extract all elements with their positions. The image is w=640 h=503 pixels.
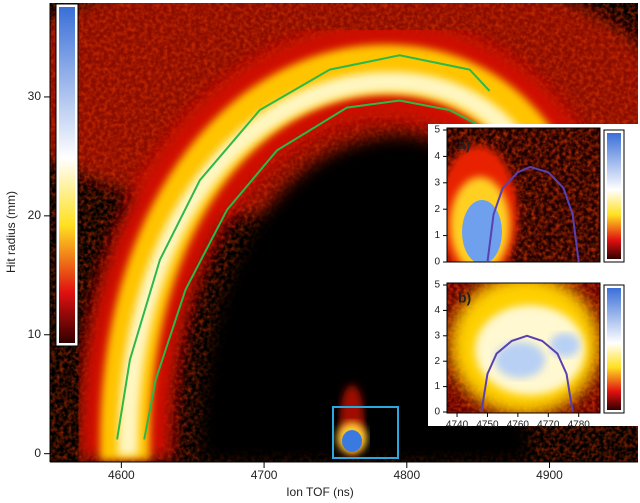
- y-tick-label: 0: [434, 407, 440, 418]
- model-curve: [143, 99, 481, 440]
- y-tick-label: 2: [434, 356, 440, 367]
- inset-b: b) 4740 4750 4760 4770 4780 0 1 2 3 4 5: [434, 280, 601, 431]
- y-tick-label: 1: [434, 230, 440, 241]
- colorbar-a: [607, 133, 621, 259]
- x-tick-label: 4800: [393, 468, 420, 482]
- y-tick-label: 10: [28, 327, 42, 341]
- curves: [480, 334, 574, 413]
- y-tick-label: 4: [434, 151, 440, 162]
- inset-label: a): [458, 137, 470, 153]
- x-tick-label: 4760: [507, 420, 530, 431]
- y-tick-label: 5: [434, 280, 440, 291]
- model-curve: [480, 334, 574, 413]
- y-tick-label: 0: [34, 446, 41, 460]
- y-tick-label: 2: [434, 204, 440, 215]
- y-tick-label: 30: [28, 89, 42, 103]
- y-tick-label: 1: [434, 381, 440, 392]
- main-axes: Ion TOF (ns) Hit radius (mm) 4600 4700 480…: [4, 3, 638, 499]
- x-tick-label: 4780: [568, 420, 591, 431]
- x-axis-label: Ion TOF (ns): [286, 485, 354, 499]
- x-tick-label: 4600: [108, 468, 135, 482]
- model-curve: [116, 54, 491, 440]
- inset-a: a) 0 1 2 3 4 5: [434, 125, 601, 268]
- colorbar-b: [607, 288, 621, 410]
- y-tick-label: 0: [434, 257, 440, 268]
- curves: [486, 165, 580, 262]
- y-axis-label: Hit radius (mm): [4, 191, 18, 273]
- y-tick-label: 20: [28, 208, 42, 222]
- x-tick-label: 4700: [251, 468, 278, 482]
- x-tick-label: 4740: [446, 420, 469, 431]
- x-tick-label: 4900: [536, 468, 563, 482]
- y-tick-label: 3: [434, 330, 440, 341]
- curves: [116, 54, 491, 440]
- y-tick-label: 5: [434, 125, 440, 136]
- y-tick-label: 3: [434, 177, 440, 188]
- inset-label: b): [458, 290, 471, 306]
- inset-a-heatmap: [447, 128, 600, 262]
- x-tick-label: 4770: [537, 420, 560, 431]
- x-tick-label: 4750: [476, 420, 499, 431]
- highlight-box: [332, 406, 399, 459]
- inset-b-heatmap: [447, 283, 600, 413]
- y-tick-label: 4: [434, 305, 440, 316]
- colorbar: [59, 7, 75, 343]
- model-curve: [486, 165, 580, 262]
